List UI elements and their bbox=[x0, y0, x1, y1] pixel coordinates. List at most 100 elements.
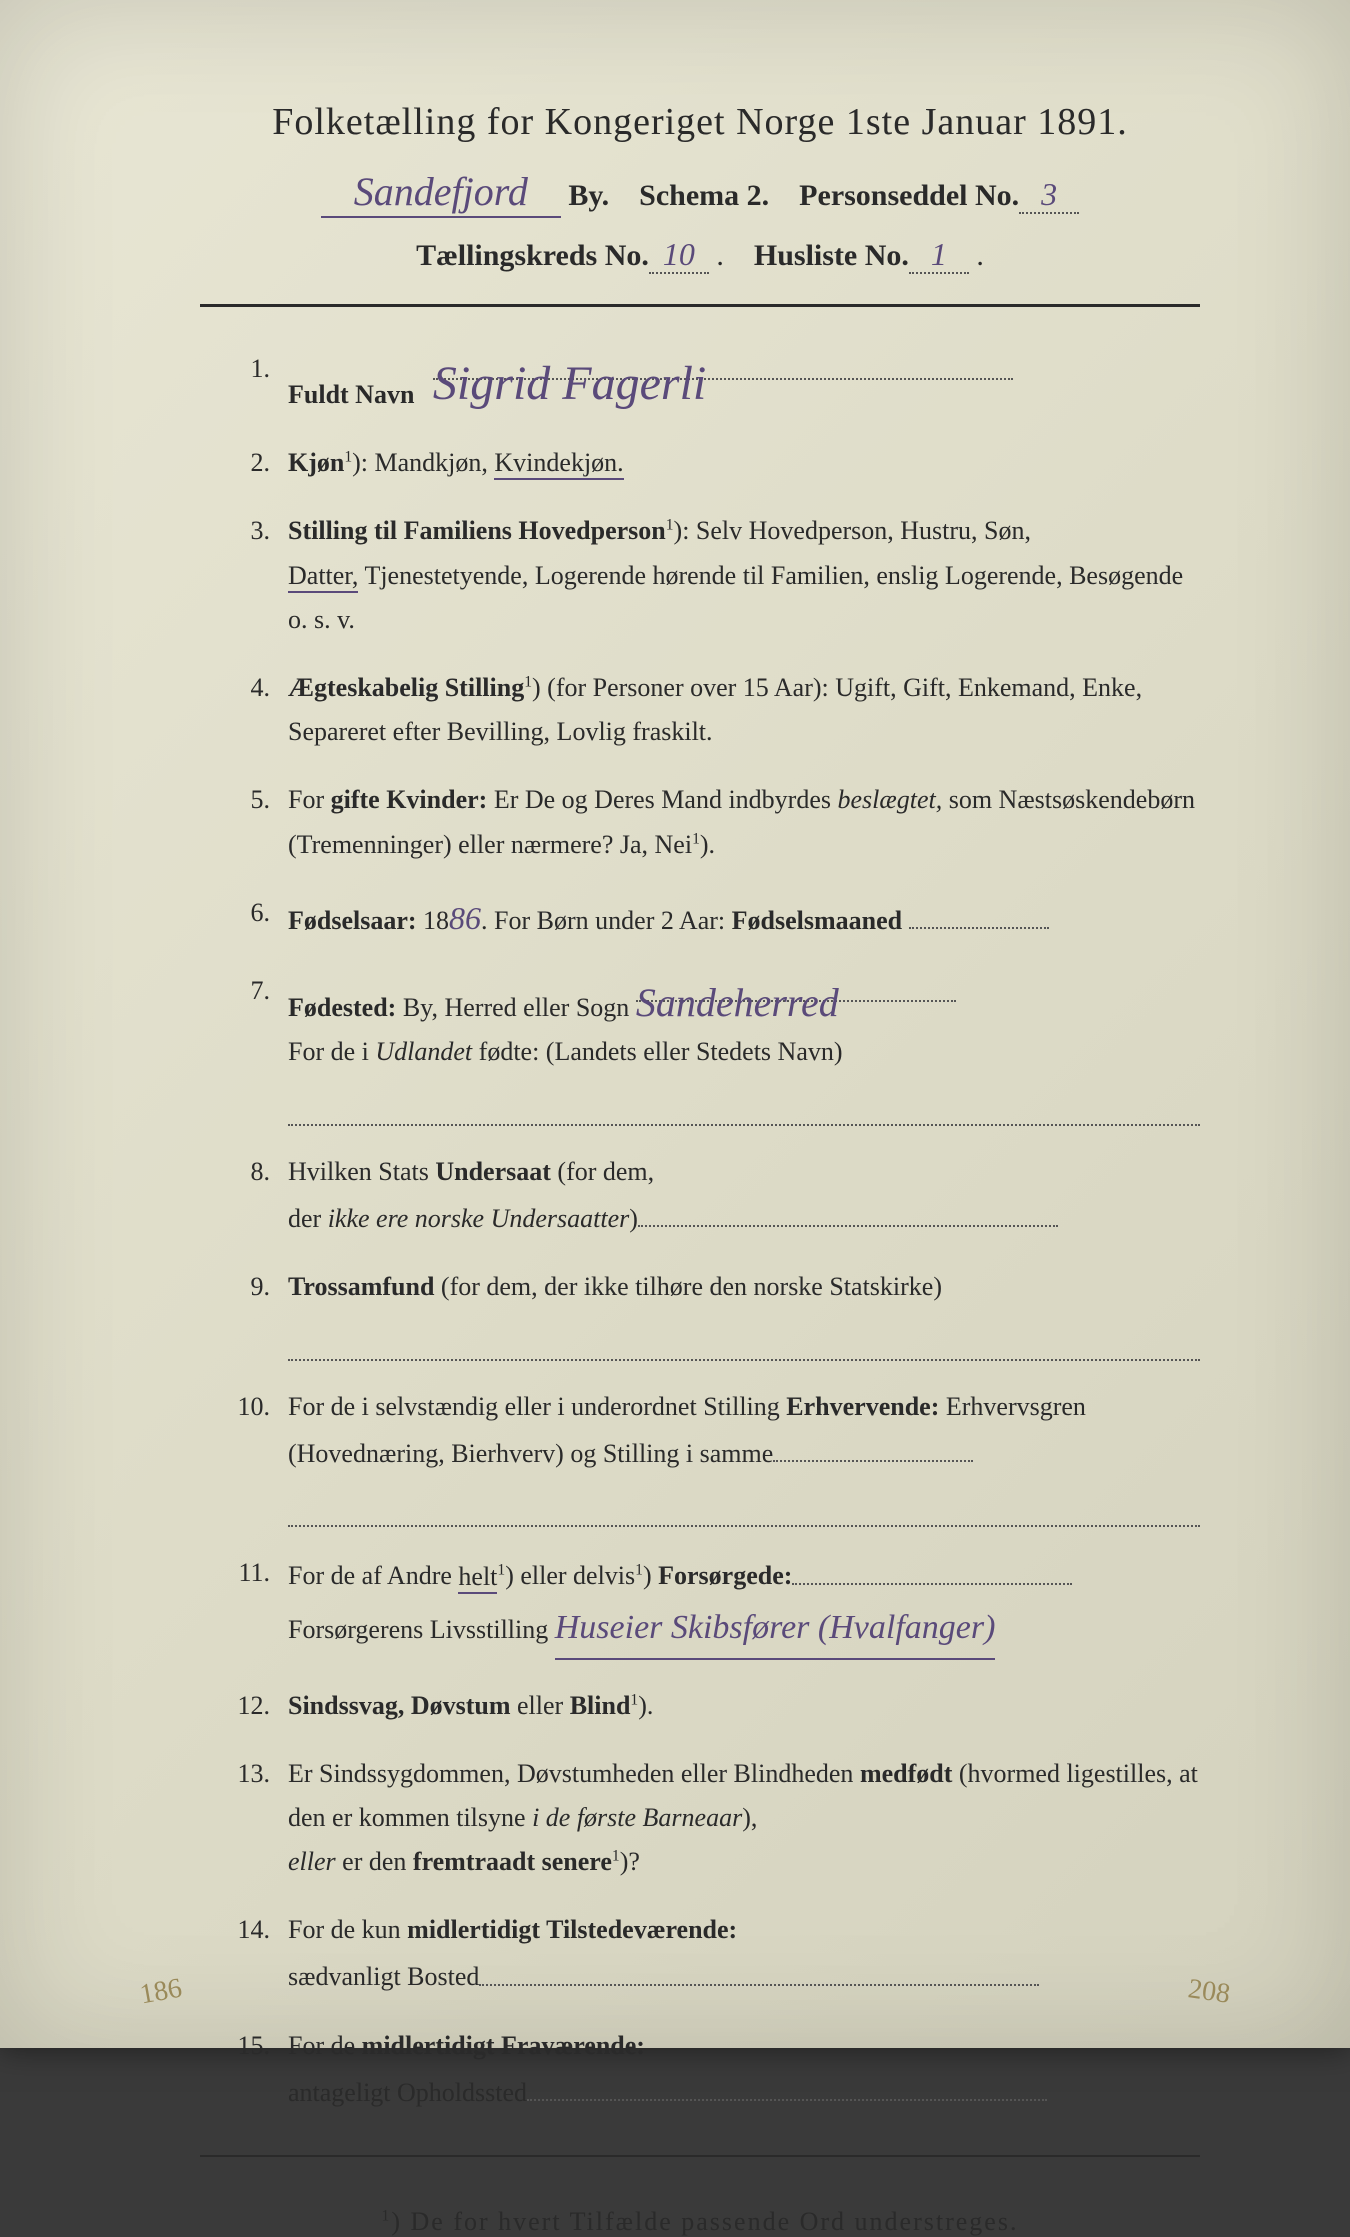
birthplace-value: Sandeherred bbox=[636, 969, 839, 1037]
italic1: i de første Barneaar bbox=[532, 1803, 742, 1832]
item-num: 12. bbox=[210, 1684, 288, 1728]
item-num: 3. bbox=[210, 509, 288, 642]
rest2: Tjenestetyende, Logerende hørende til Fa… bbox=[358, 561, 1183, 590]
form-subline-1: Sandefjord By. Schema 2. Personseddel No… bbox=[200, 168, 1200, 218]
pencil-note-right: 208 bbox=[1186, 1973, 1232, 2011]
label: Fødselsaar: bbox=[288, 906, 417, 935]
line2: Forsørgerens Livsstilling bbox=[288, 1615, 555, 1644]
u1: helt bbox=[458, 1562, 497, 1594]
item-num: 11. bbox=[210, 1551, 288, 1659]
occupation-field-1 bbox=[773, 1429, 973, 1462]
rest: . For Børn under 2 Aar: bbox=[481, 906, 732, 935]
item-num: 9. bbox=[210, 1265, 288, 1360]
footnote-sup: 1 bbox=[382, 2208, 392, 2225]
footnote-text: ) De for hvert Tilfælde passende Ord und… bbox=[391, 2207, 1018, 2236]
form-title: Folketælling for Kongeriget Norge 1ste J… bbox=[200, 100, 1200, 144]
bold: Undersaat bbox=[435, 1157, 551, 1186]
item-content: Fødselsaar: 1886. For Børn under 2 Aar: … bbox=[288, 891, 1200, 945]
bold: Erhvervende: bbox=[786, 1392, 939, 1421]
sup: 1 bbox=[612, 1847, 620, 1864]
line2a: For de i bbox=[288, 1037, 375, 1066]
item-7: 7. Fødested: By, Herred eller Sogn Sande… bbox=[210, 969, 1200, 1126]
year-prefix: 18 bbox=[423, 906, 449, 935]
provider-value: Huseier Skibsfører (Hvalfanger) bbox=[555, 1599, 996, 1660]
line2a: der bbox=[288, 1204, 328, 1233]
whereabouts-field bbox=[527, 2068, 1047, 2101]
item-13: 13. Er Sindssygdommen, Døvstumheden elle… bbox=[210, 1752, 1200, 1885]
item-num: 5. bbox=[210, 778, 288, 866]
rest: (for dem, der ikke tilhøre den norske St… bbox=[434, 1272, 942, 1301]
city-handwritten: Sandefjord bbox=[321, 168, 561, 218]
text3: ), bbox=[742, 1803, 757, 1832]
form-header: Folketælling for Kongeriget Norge 1ste J… bbox=[200, 100, 1200, 274]
item-6: 6. Fødselsaar: 1886. For Børn under 2 Aa… bbox=[210, 891, 1200, 945]
year-written: 86 bbox=[449, 900, 481, 936]
item-num: 2. bbox=[210, 441, 288, 485]
pencil-note-left: 186 bbox=[138, 1973, 185, 2012]
personseddel-label: Personseddel No. bbox=[799, 179, 1019, 212]
line2b: ) bbox=[629, 1204, 638, 1233]
abroad-field bbox=[288, 1092, 1200, 1125]
subject-field bbox=[638, 1194, 1058, 1227]
item-4: 4. Ægteskabelig Stilling1) (for Personer… bbox=[210, 666, 1200, 754]
census-form-page: Folketælling for Kongeriget Norge 1ste J… bbox=[0, 0, 1350, 2048]
item-content: For gifte Kvinder: Er De og Deres Mand i… bbox=[288, 778, 1200, 866]
text1: For de bbox=[288, 2031, 362, 2060]
item-num: 6. bbox=[210, 891, 288, 945]
line2i: ikke ere norske Undersaatter bbox=[328, 1204, 630, 1233]
item-8: 8. Hvilken Stats Undersaat (for dem, der… bbox=[210, 1150, 1200, 1242]
item-num: 13. bbox=[210, 1752, 288, 1885]
u2: delvis bbox=[573, 1562, 635, 1591]
bottom-divider bbox=[200, 2155, 1200, 2157]
bold1: gifte Kvinder: bbox=[331, 785, 488, 814]
item-3: 3. Stilling til Familiens Hovedperson1):… bbox=[210, 509, 1200, 642]
rest1: ): Selv Hovedperson, Hustru, Søn, bbox=[674, 516, 1031, 545]
bold: midlertidigt Fraværende: bbox=[362, 2031, 645, 2060]
name-value: Sigrid Fagerli bbox=[433, 343, 706, 425]
item-15: 15. For de midlertidigt Fraværende: anta… bbox=[210, 2024, 1200, 2116]
bold2: Blind bbox=[570, 1691, 631, 1720]
underlined-value: Datter, bbox=[288, 561, 358, 593]
label: Ægteskabelig Stilling bbox=[288, 673, 524, 702]
footnote: 1) De for hvert Tilfælde passende Ord un… bbox=[200, 2207, 1200, 2237]
item-content: Fuldt Navn Sigrid Fagerli bbox=[288, 347, 1200, 417]
husliste-no: 1 bbox=[931, 236, 947, 272]
text1: For de af Andre bbox=[288, 1562, 458, 1591]
by-label: By. bbox=[568, 179, 609, 212]
rest: ): Mandkjøn, bbox=[352, 448, 494, 477]
item-num: 7. bbox=[210, 969, 288, 1126]
label: Fuldt Navn bbox=[288, 380, 414, 409]
text2: ) eller bbox=[505, 1562, 573, 1591]
line2t: er den bbox=[336, 1847, 413, 1876]
pre: For bbox=[288, 785, 331, 814]
underlined-value: Kvindekjøn. bbox=[494, 448, 623, 480]
item-content: Stilling til Familiens Hovedperson1): Se… bbox=[288, 509, 1200, 642]
item-14: 14. For de kun midlertidigt Tilstedevære… bbox=[210, 1908, 1200, 2000]
item-9: 9. Trossamfund (for dem, der ikke tilhør… bbox=[210, 1265, 1200, 1360]
form-items: 1. Fuldt Navn Sigrid Fagerli 2. Kjøn1): … bbox=[200, 347, 1200, 2115]
bold: midlertidigt Tilstedeværende: bbox=[407, 1915, 737, 1944]
line2: sædvanligt Bosted bbox=[288, 1963, 479, 1992]
item-num: 4. bbox=[210, 666, 288, 754]
item-11: 11. For de af Andre helt1) eller delvis1… bbox=[210, 1551, 1200, 1659]
item-2: 2. Kjøn1): Mandkjøn, Kvindekjøn. bbox=[210, 441, 1200, 485]
text1: For de i selvstændig eller i underordnet… bbox=[288, 1392, 786, 1421]
bold1: medfødt bbox=[860, 1759, 952, 1788]
schema-label: Schema 2. bbox=[639, 179, 769, 212]
sup: 1 bbox=[344, 449, 352, 466]
item-content: Er Sindssygdommen, Døvstumheden eller Bl… bbox=[288, 1752, 1200, 1885]
item-content: Trossamfund (for dem, der ikke tilhøre d… bbox=[288, 1265, 1200, 1360]
item-10: 10. For de i selvstændig eller i underor… bbox=[210, 1385, 1200, 1528]
item-num: 8. bbox=[210, 1150, 288, 1242]
rest1: Er De og Deres Mand indbyrdes bbox=[487, 785, 837, 814]
item-num: 1. bbox=[210, 347, 288, 417]
item-content: Fødested: By, Herred eller Sogn Sandeher… bbox=[288, 969, 1200, 1126]
occupation-field-2 bbox=[288, 1494, 1200, 1527]
osv: o. s. v. bbox=[288, 605, 355, 634]
label: Trossamfund bbox=[288, 1272, 434, 1301]
divider bbox=[200, 304, 1200, 307]
item-num: 14. bbox=[210, 1908, 288, 2000]
text2: (for dem, bbox=[551, 1157, 654, 1186]
item-content: For de af Andre helt1) eller delvis1) Fo… bbox=[288, 1551, 1200, 1659]
item-content: Sindssvag, Døvstum eller Blind1). bbox=[288, 1684, 1200, 1728]
